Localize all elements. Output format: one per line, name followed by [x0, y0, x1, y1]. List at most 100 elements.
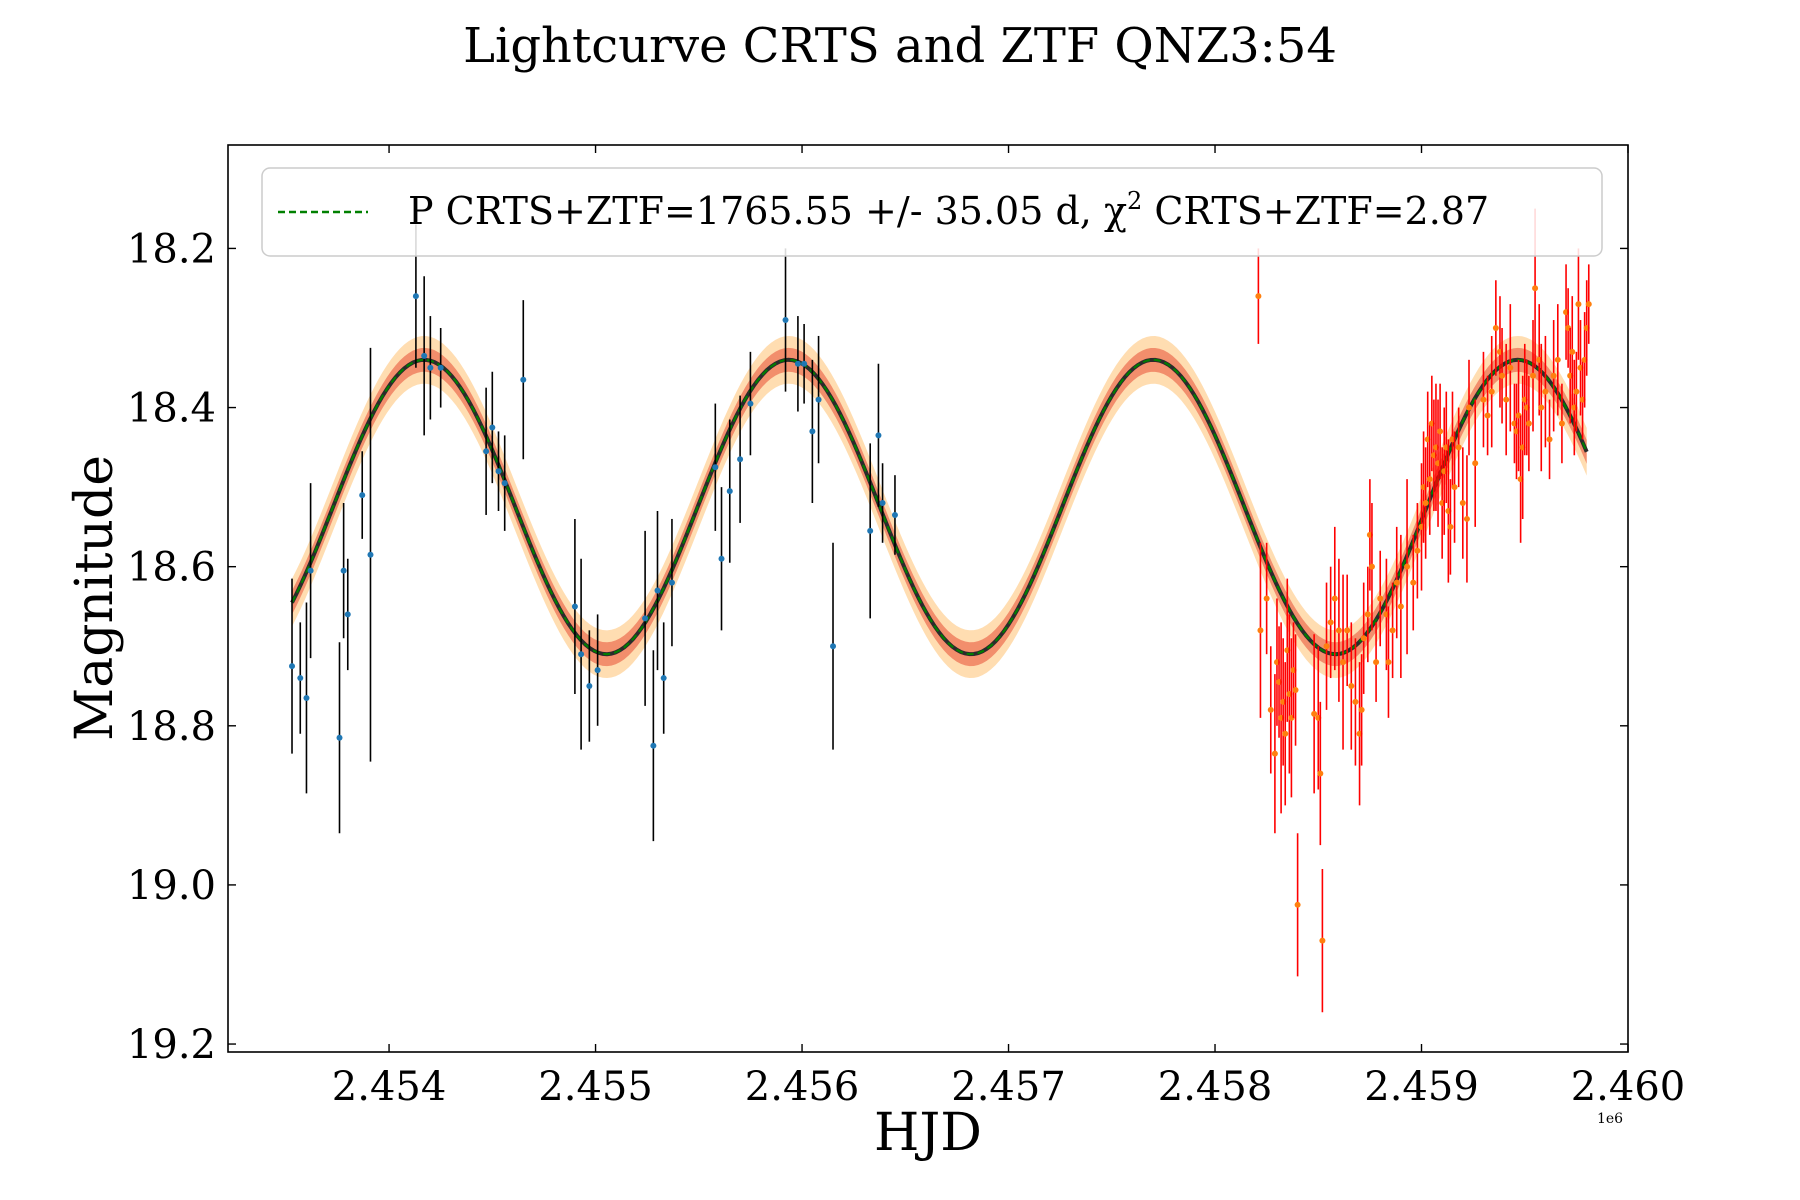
ztf-point: [1484, 412, 1491, 419]
ztf-point: [1575, 301, 1582, 308]
crts-point: [421, 352, 428, 359]
crts-point: [737, 456, 744, 463]
ztf-point: [1352, 698, 1359, 705]
crts-point: [427, 364, 434, 371]
y-tick-label: 18.4: [127, 386, 216, 432]
ztf-point: [1271, 750, 1278, 757]
crts-point: [650, 742, 657, 749]
ztf-point: [1294, 901, 1301, 908]
ztf-point: [1480, 396, 1487, 403]
ztf-point: [1263, 595, 1270, 602]
crts-point: [586, 683, 593, 690]
ztf-point: [1404, 563, 1411, 570]
y-tick-label: 18.6: [127, 545, 216, 591]
ztf-point: [1335, 627, 1342, 634]
ztf-point: [1451, 484, 1458, 491]
series-crts: [289, 224, 898, 842]
model-line: [291, 358, 1588, 656]
ztf-point: [1546, 436, 1553, 443]
crts-point: [344, 611, 351, 618]
ztf-point: [1550, 372, 1557, 379]
crts-point: [747, 400, 754, 407]
ztf-point: [1554, 356, 1561, 363]
ztf-point: [1257, 627, 1264, 634]
ztf-point: [1317, 770, 1324, 777]
crts-point: [340, 567, 347, 574]
ztf-point: [1331, 595, 1338, 602]
ztf-point: [1492, 324, 1499, 331]
crts-point: [412, 293, 419, 300]
crts-point: [578, 651, 585, 658]
ztf-point: [1368, 563, 1375, 570]
ztf-point: [1360, 635, 1367, 642]
y-tick-label: 19.0: [127, 863, 216, 909]
y-tick-label: 18.2: [127, 226, 216, 272]
ztf-point: [1532, 285, 1539, 292]
x-tick-label: 2.454: [332, 1064, 447, 1110]
ztf-point: [1358, 706, 1365, 713]
ztf-point: [1507, 364, 1514, 371]
crts-point: [782, 317, 789, 324]
crts-point: [495, 468, 502, 475]
ztf-point: [1389, 627, 1396, 634]
legend-label-tail: CRTS+ZTF=2.87: [1142, 189, 1489, 233]
model-confidence-bands: [292, 335, 1587, 679]
ztf-point: [1319, 937, 1326, 944]
crts-point: [307, 567, 314, 574]
series-ztf: [1255, 208, 1592, 1013]
crts-point: [303, 694, 310, 701]
crts-point: [483, 448, 490, 455]
ztf-point: [1488, 388, 1495, 395]
ztf-point: [1364, 611, 1371, 618]
crts-point: [359, 492, 366, 499]
ztf-point: [1385, 659, 1392, 666]
ztf-point: [1472, 460, 1479, 467]
ztf-point: [1327, 619, 1334, 626]
ztf-point: [1447, 523, 1454, 530]
x-axis-label: HJD: [874, 1103, 982, 1163]
ztf-point: [1463, 515, 1470, 522]
crts-point: [875, 432, 882, 439]
x-tick-label: 2.455: [538, 1064, 653, 1110]
ztf-point: [1525, 420, 1532, 427]
ztf-point: [1373, 659, 1380, 666]
axis-ticks: 2.454 2.455 2.456 2.457 2.458 2.459 2.460 18.2 1…: [127, 145, 1685, 1110]
crts-point: [642, 615, 649, 622]
ztf-point: [1459, 500, 1466, 507]
axes-frame: [227, 144, 1629, 1053]
crts-point: [501, 480, 508, 487]
ztf-point: [1323, 643, 1330, 650]
ztf-point: [1311, 710, 1318, 717]
ztf-point: [1530, 372, 1537, 379]
ztf-point: [1377, 595, 1384, 602]
ztf-point: [1437, 428, 1444, 435]
crts-point: [809, 428, 816, 435]
crts-point: [891, 511, 898, 518]
ztf-point: [1538, 404, 1545, 411]
data-points: [289, 208, 1592, 1013]
ztf-point: [1410, 579, 1417, 586]
ztf-point: [1585, 301, 1592, 308]
legend-label-superscript: 2: [1127, 187, 1142, 215]
plot-area: [289, 208, 1592, 1013]
ztf-point: [1569, 348, 1576, 355]
legend-label: P CRTS+ZTF=1765.55 +/- 35.05 d, χ2 CRTS+…: [408, 187, 1489, 233]
crts-point: [867, 527, 874, 534]
crts-point: [794, 360, 801, 367]
ztf-point: [1255, 293, 1262, 300]
ztf-point: [1414, 547, 1421, 554]
ztf-point: [1344, 627, 1351, 634]
crts-point: [654, 587, 661, 594]
ztf-point: [1499, 372, 1506, 379]
ztf-point: [1397, 603, 1404, 610]
x-tick-label: 2.459: [1364, 1064, 1479, 1110]
ztf-point: [1558, 420, 1565, 427]
y-axis-label: Magnitude: [65, 455, 125, 741]
ztf-point: [1542, 388, 1549, 395]
crts-point: [289, 663, 296, 670]
chart-title: Lightcurve CRTS and ZTF QNZ3:54: [463, 18, 1337, 74]
crts-point: [489, 424, 496, 431]
ztf-point: [1455, 444, 1462, 451]
x-tick-label: 2.456: [745, 1064, 860, 1110]
crts-point: [367, 551, 374, 558]
